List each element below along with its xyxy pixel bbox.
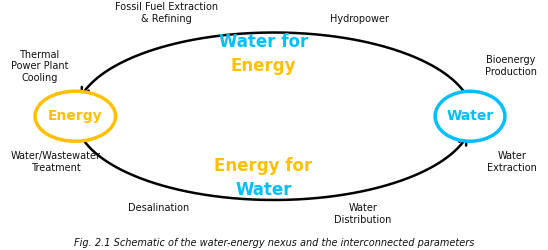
Text: Energy for: Energy for xyxy=(214,157,312,175)
Text: Energy: Energy xyxy=(48,109,102,123)
Text: Fossil Fuel Extraction
& Refining: Fossil Fuel Extraction & Refining xyxy=(115,2,218,24)
Text: Water: Water xyxy=(235,181,292,199)
Text: Water
Extraction: Water Extraction xyxy=(487,151,537,173)
Text: Thermal
Power Plant
Cooling: Thermal Power Plant Cooling xyxy=(11,50,68,83)
Text: Fig. 2.1 Schematic of the water-energy nexus and the interconnected parameters: Fig. 2.1 Schematic of the water-energy n… xyxy=(74,238,474,248)
Text: Water/Wastewater
Treatment: Water/Wastewater Treatment xyxy=(11,151,101,173)
Text: Water
Distribution: Water Distribution xyxy=(334,203,391,225)
Text: Bioenergy
Production: Bioenergy Production xyxy=(485,56,537,77)
Text: Desalination: Desalination xyxy=(128,203,189,213)
Text: Hydropower: Hydropower xyxy=(330,14,390,24)
Ellipse shape xyxy=(435,91,505,141)
Ellipse shape xyxy=(35,91,116,141)
Text: Energy: Energy xyxy=(231,57,296,75)
Text: Water: Water xyxy=(447,109,494,123)
Text: Water for: Water for xyxy=(219,33,308,51)
